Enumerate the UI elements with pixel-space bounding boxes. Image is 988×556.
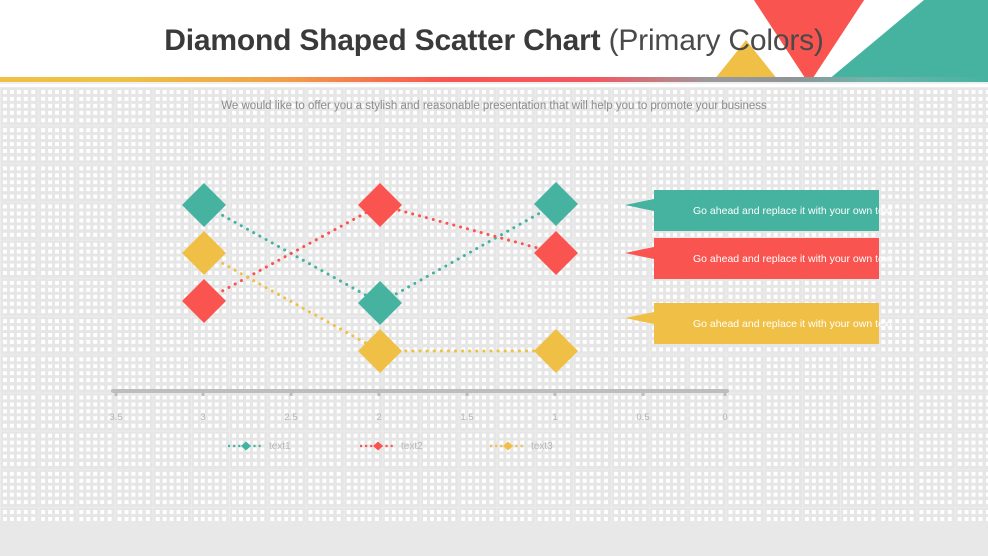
bottom-strip: [0, 521, 988, 556]
x-axis-tick: [289, 393, 293, 396]
header-band: [0, 0, 988, 80]
x-axis-tick-label: 2: [376, 412, 382, 423]
x-axis-tick-label: 1: [552, 412, 558, 423]
callout-text: Go ahead and replace it with your own te…: [693, 317, 893, 330]
x-axis-tick: [114, 393, 118, 396]
callout-tail-icon: [625, 247, 654, 259]
legend-item-text2[interactable]: text2: [360, 438, 423, 454]
callout-text: Go ahead and replace it with your own te…: [693, 204, 893, 217]
x-axis-tick-label: 0: [722, 412, 728, 423]
header-rule-shadow: [0, 82, 988, 84]
data-point-diamond[interactable]: [182, 279, 226, 323]
callout-tail-icon: [625, 312, 654, 324]
chart-legend: text1 text2 text3: [228, 438, 588, 454]
callout-red[interactable]: Go ahead and replace it with your own te…: [625, 238, 892, 279]
callout-tail-icon: [625, 199, 654, 211]
data-point-diamond[interactable]: [182, 231, 226, 275]
x-axis-tick: [723, 393, 727, 396]
legend-label: text1: [269, 440, 291, 452]
x-axis-tick: [553, 393, 557, 396]
legend-marker-icon: [490, 441, 526, 451]
page-title: Diamond Shaped Scatter Chart (Primary Co…: [0, 22, 988, 60]
x-axis-tick: [465, 393, 469, 396]
x-axis-tick: [641, 393, 645, 396]
subtitle: We would like to offer you a stylish and…: [221, 100, 767, 112]
x-axis-tick-label: 1.5: [460, 412, 474, 423]
data-point-diamond[interactable]: [358, 281, 402, 325]
legend-marker-icon: [228, 441, 264, 451]
data-point-diamond[interactable]: [534, 182, 578, 226]
x-axis-tick: [201, 393, 205, 396]
callout-yellow[interactable]: Go ahead and replace it with your own te…: [625, 303, 892, 344]
legend-marker-icon: [360, 441, 396, 451]
series-line-text3: [202, 251, 558, 353]
x-axis-tick-label: 2.5: [284, 412, 298, 423]
data-point-diamond[interactable]: [358, 183, 402, 227]
legend-item-text1[interactable]: text1: [228, 438, 291, 454]
data-point-diamond[interactable]: [534, 231, 578, 275]
page-title-light: (Primary Colors): [608, 24, 824, 57]
x-axis-tick-label: 3: [200, 412, 206, 423]
data-point-diamond[interactable]: [534, 329, 578, 373]
decorative-yellow-triangle-icon: [714, 40, 778, 80]
data-point-diamond[interactable]: [182, 183, 226, 227]
legend-item-text3[interactable]: text3: [490, 438, 553, 454]
page-title-bold: Diamond Shaped Scatter Chart: [164, 24, 609, 57]
data-point-diamond[interactable]: [358, 329, 402, 373]
x-axis-tick-label: 0.5: [636, 412, 650, 423]
x-axis-tick: [377, 393, 381, 396]
legend-label: text3: [531, 440, 553, 452]
legend-label: text2: [401, 440, 423, 452]
callout-teal[interactable]: Go ahead and replace it with your own te…: [625, 190, 892, 231]
callout-text: Go ahead and replace it with your own te…: [693, 252, 893, 265]
header-gradient-rule: [0, 77, 988, 82]
x-axis-tick-label: 3.5: [109, 412, 123, 423]
